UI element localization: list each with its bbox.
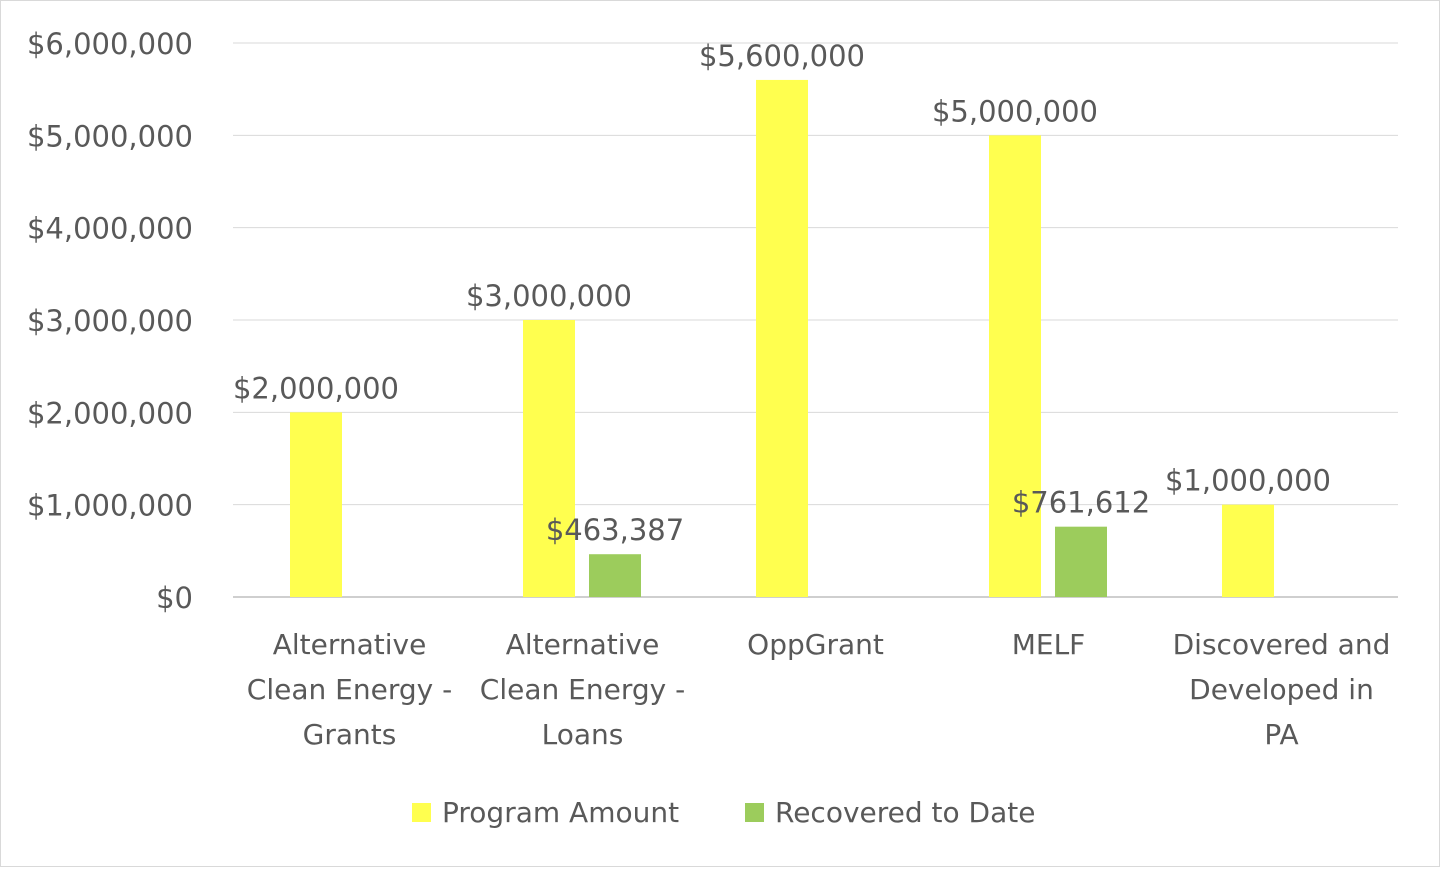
x-tick-label: PA xyxy=(1264,718,1298,751)
legend-swatch xyxy=(412,803,431,822)
legend-label: Recovered to Date xyxy=(775,796,1035,829)
x-tick-label: Developed in xyxy=(1189,673,1374,706)
x-tick-label: Alternative xyxy=(273,628,427,661)
legend-label: Program Amount xyxy=(442,796,679,829)
y-tick-label: $2,000,000 xyxy=(27,396,193,430)
bar-program-amount xyxy=(989,135,1041,598)
data-label: $1,000,000 xyxy=(1165,464,1331,498)
x-tick-label: Discovered and xyxy=(1173,628,1391,661)
x-tick-label: MELF xyxy=(1012,628,1086,661)
x-tick-label: Clean Energy - xyxy=(247,673,452,706)
y-tick-label: $5,000,000 xyxy=(27,119,193,153)
data-label: $463,387 xyxy=(546,513,684,547)
data-label: $3,000,000 xyxy=(466,279,632,313)
bar-program-amount xyxy=(290,412,342,597)
x-tick-label: Clean Energy - xyxy=(480,673,685,706)
x-tick-label: Alternative xyxy=(506,628,660,661)
data-label: $761,612 xyxy=(1012,486,1150,520)
bar-recovered-to-date xyxy=(1055,526,1107,597)
y-tick-label: $1,000,000 xyxy=(27,489,193,523)
legend-swatch xyxy=(745,803,764,822)
y-tick-label: $0 xyxy=(156,581,193,615)
x-tick-label: OppGrant xyxy=(747,628,884,661)
bar-program-amount xyxy=(756,79,808,597)
x-tick-label: Loans xyxy=(542,718,624,751)
bar-program-amount xyxy=(523,320,575,597)
data-label: $5,000,000 xyxy=(932,94,1098,128)
bar-program-amount xyxy=(1222,504,1274,597)
data-label: $5,600,000 xyxy=(699,39,865,73)
y-tick-label: $4,000,000 xyxy=(27,212,193,246)
y-tick-label: $3,000,000 xyxy=(27,304,193,338)
data-label: $2,000,000 xyxy=(233,371,399,405)
x-tick-label: Grants xyxy=(303,718,397,751)
bar-recovered-to-date xyxy=(589,554,641,597)
y-tick-label: $6,000,000 xyxy=(27,27,193,61)
